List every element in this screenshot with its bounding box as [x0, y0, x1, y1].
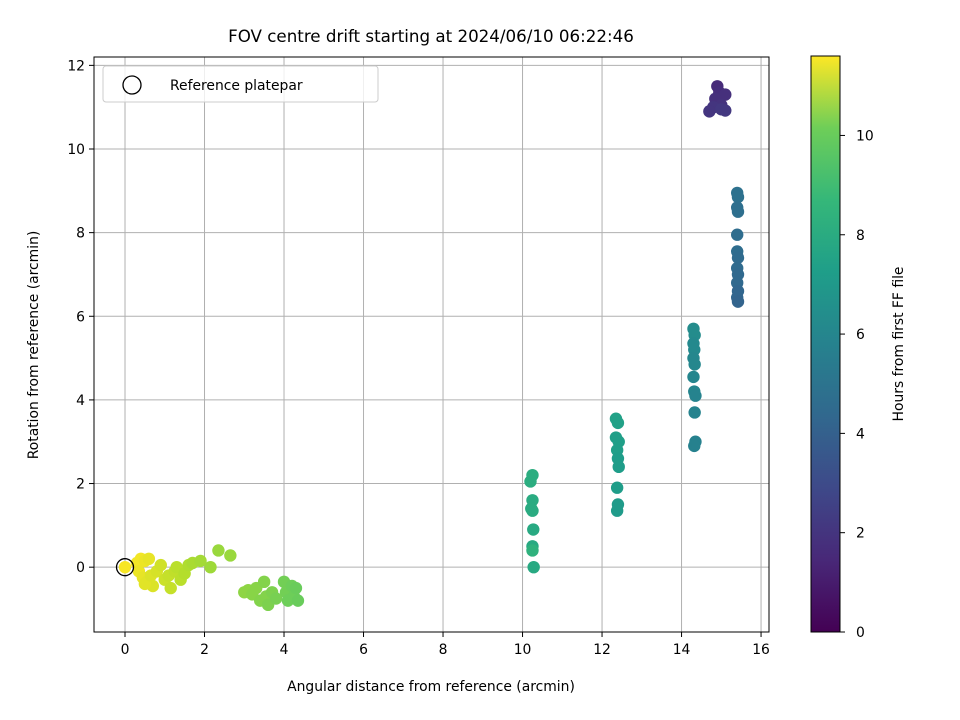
data-point	[610, 481, 624, 494]
colorbar: 0 2 4 6 8 10 Hours from first FF file	[810, 55, 907, 641]
y-tick-label: 6	[76, 309, 85, 325]
x-tick-label: 14	[673, 642, 691, 658]
data-point	[703, 105, 716, 118]
data-point	[204, 560, 217, 574]
data-point	[612, 460, 625, 474]
x-tick-label: 10	[514, 642, 532, 658]
data-point	[527, 560, 540, 574]
colorbar-tick-label: 6	[856, 327, 865, 343]
data-point	[257, 575, 271, 589]
y-tick-label: 12	[67, 58, 85, 74]
x-tick-label: 0	[121, 642, 130, 658]
y-tick-label: 4	[76, 393, 85, 409]
data-point	[731, 205, 745, 218]
y-axis-label: Rotation from reference (arcmin)	[26, 231, 42, 460]
y-axis-ticks: 0 2 4 6 8 10 12	[67, 58, 94, 576]
x-tick-label: 4	[280, 642, 289, 658]
legend: Reference platepar	[102, 65, 379, 103]
data-point	[212, 544, 225, 557]
data-point	[142, 552, 156, 566]
data-point	[526, 468, 539, 482]
colorbar-tick-label: 8	[856, 228, 865, 244]
reference-platepar-marker	[115, 558, 135, 577]
x-tick-label: 6	[359, 642, 368, 658]
colorbar-ticks: 0 2 4 6 8 10	[840, 128, 874, 641]
y-tick-label: 10	[67, 142, 85, 158]
data-point	[289, 581, 303, 595]
data-point	[269, 592, 283, 605]
y-tick-label: 2	[76, 477, 85, 493]
colorbar-tick-label: 2	[856, 526, 865, 542]
data-point	[291, 594, 305, 607]
legend-entry-reference: Reference platepar	[170, 78, 303, 94]
data-point	[610, 504, 624, 517]
data-point	[118, 560, 132, 574]
data-point	[689, 389, 702, 402]
grid	[94, 57, 769, 632]
plot-frame	[93, 56, 770, 633]
y-tick-label: 0	[76, 560, 85, 576]
data-point	[154, 558, 167, 572]
data-point	[688, 439, 701, 453]
data-point	[687, 370, 700, 384]
data-point	[731, 190, 745, 204]
data-point	[731, 251, 745, 264]
colorbar-gradient	[810, 55, 841, 633]
x-tick-label: 12	[593, 642, 611, 658]
data-point	[730, 228, 744, 241]
x-tick-label: 2	[200, 642, 209, 658]
x-tick-label: 16	[752, 642, 770, 658]
data-point	[526, 504, 539, 517]
legend-box	[102, 65, 379, 103]
data-point	[731, 295, 745, 308]
x-tick-label: 8	[439, 642, 448, 658]
y-tick-label: 8	[76, 226, 85, 242]
data-point	[688, 358, 701, 371]
data-point	[719, 88, 732, 101]
data-point	[164, 581, 177, 595]
data-point	[526, 544, 539, 557]
colorbar-label: Hours from first FF file	[891, 267, 907, 422]
data-point	[688, 406, 701, 419]
legend-marker-reference	[122, 75, 142, 95]
x-axis-label: Angular distance from reference (arcmin)	[287, 679, 575, 695]
colorbar-tick-label: 4	[856, 426, 865, 442]
data-point	[527, 523, 540, 536]
x-axis-ticks: 0 2 4 6 8 10 12 14 16	[121, 632, 770, 658]
data-point	[719, 104, 732, 117]
data-point	[611, 416, 625, 430]
colorbar-tick-label: 10	[856, 128, 874, 144]
data-point	[224, 549, 237, 562]
chart-title: FOV centre drift starting at 2024/06/10 …	[228, 26, 634, 46]
colorbar-tick-label: 0	[856, 625, 865, 641]
data-points	[115, 80, 745, 612]
data-point	[194, 554, 207, 568]
